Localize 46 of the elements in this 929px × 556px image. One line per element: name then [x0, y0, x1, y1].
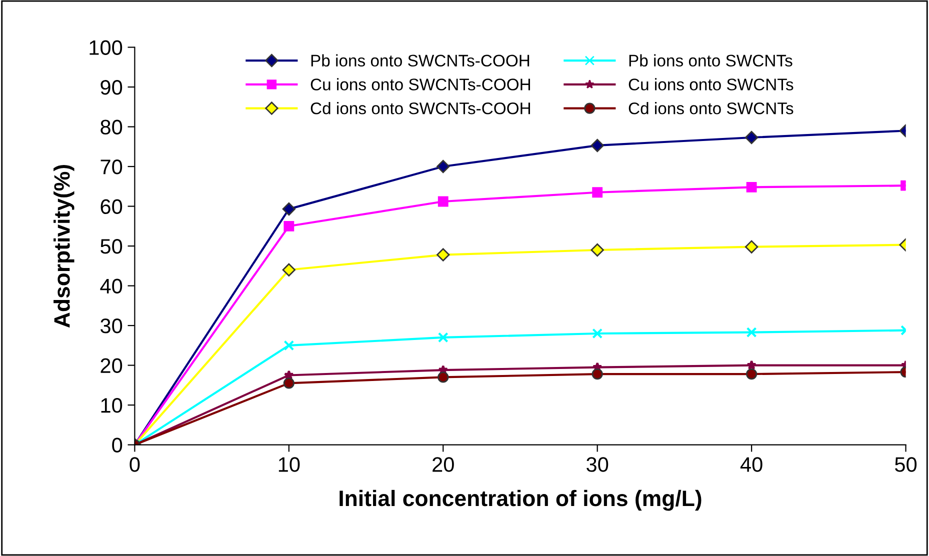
point — [746, 368, 758, 380]
point — [283, 378, 294, 389]
y-tick-label: 40 — [100, 278, 122, 294]
y-tick-label: 90 — [100, 80, 122, 95]
x-tick-label: 20 — [432, 457, 454, 472]
y-tick-label: 60 — [100, 199, 122, 214]
point — [592, 328, 603, 339]
x-tick-label: 50 — [895, 457, 917, 472]
point — [592, 368, 603, 380]
legend-label: Cu ions onto SWCNTs — [628, 78, 794, 90]
y-tick-label: 80 — [100, 120, 122, 135]
point — [744, 240, 758, 254]
x-tick-label: 10 — [278, 457, 300, 472]
legend-label: Pb ions onto SWCNTs-COOH — [311, 54, 530, 67]
y-tick-label: 100 — [90, 40, 122, 56]
point — [590, 138, 604, 152]
point — [284, 340, 294, 351]
x-tick-label: 30 — [586, 457, 608, 472]
point — [746, 360, 757, 370]
point — [436, 160, 450, 174]
y-tick-label: 0 — [112, 438, 122, 453]
y-tick-label: 70 — [100, 160, 122, 174]
point — [282, 263, 296, 276]
point — [438, 196, 448, 207]
legend-label: Pb ions onto SWCNTs — [629, 54, 792, 67]
y-tick-label: 20 — [100, 358, 122, 374]
legend-label: Cd ions onto SWCNTs — [628, 102, 794, 114]
point — [282, 202, 296, 216]
legend-label: Cd ions onto SWCNTs-COOH — [310, 102, 530, 114]
point — [746, 182, 757, 192]
point — [284, 220, 294, 232]
point — [744, 130, 758, 144]
point — [590, 243, 604, 257]
point — [592, 187, 603, 198]
y-tick-label: 10 — [101, 398, 122, 413]
point — [746, 327, 757, 338]
y-axis-title: Adsorptivity(%) — [54, 165, 74, 328]
y-tick-label: 30 — [100, 318, 122, 334]
point — [438, 332, 448, 343]
x-tick-label: 0 — [130, 457, 140, 472]
y-tick-label: 50 — [100, 239, 122, 254]
point — [436, 248, 450, 262]
x-axis-title: Initial concentration of ions (mg/L) — [340, 490, 702, 511]
x-tick-label: 40 — [740, 457, 762, 472]
point — [438, 372, 449, 383]
legend-label: Cu ions onto SWCNTs-COOH — [310, 78, 530, 90]
